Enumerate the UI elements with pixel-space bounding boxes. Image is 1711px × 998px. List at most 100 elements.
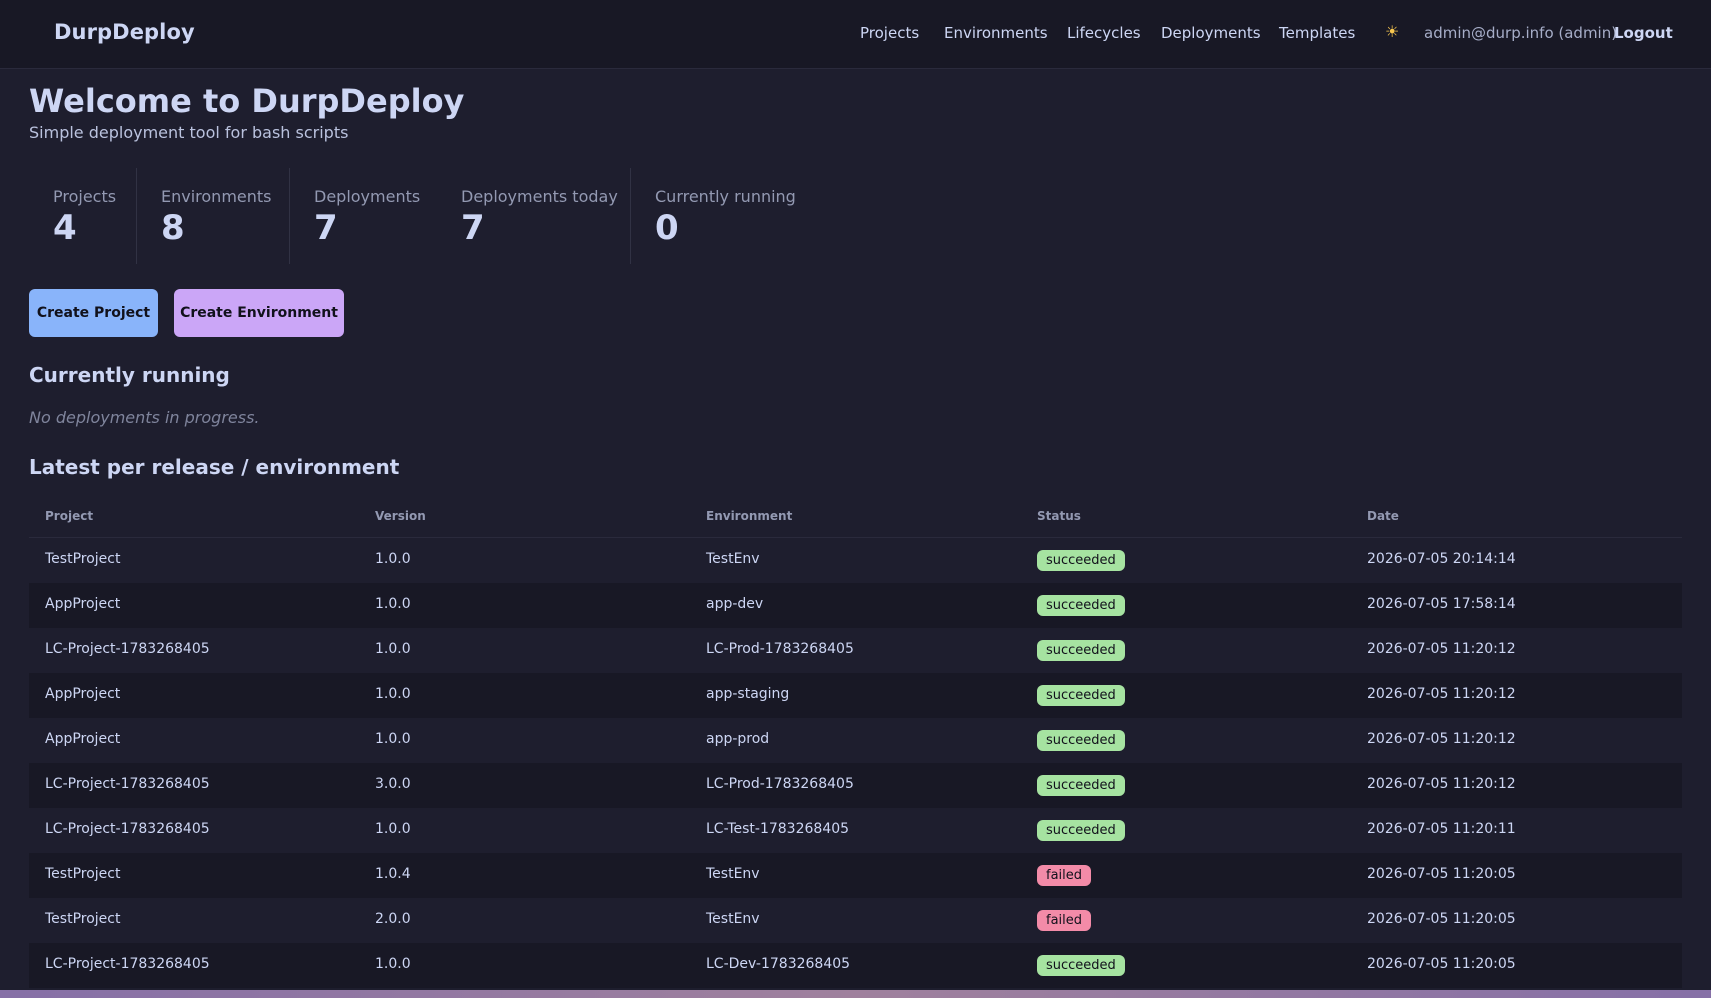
cell-date: 2026-07-05 20:14:14 xyxy=(1367,551,1516,567)
stat-label: Projects xyxy=(53,187,117,206)
table-row[interactable]: AppProject 1.0.0 app-dev succeeded 2026-07-0… xyxy=(29,583,1682,628)
column-header-status: Status xyxy=(1037,509,1081,523)
latest-deployments-heading: Latest per release / environment xyxy=(29,455,400,479)
status-badge: succeeded xyxy=(1037,775,1125,796)
column-header-version: Version xyxy=(375,509,426,523)
top-navbar: DurpDeploy Projects Environments Lifecyc… xyxy=(0,0,1711,69)
status-badge: succeeded xyxy=(1037,595,1125,616)
cell-date: 2026-07-05 11:20:05 xyxy=(1367,956,1516,972)
cell-version: 1.0.0 xyxy=(375,956,411,972)
cell-environment: TestEnv xyxy=(706,911,760,927)
table-row[interactable]: LC-Project-1783268405 3.0.0 LC-Prod-178326… xyxy=(29,763,1682,808)
cell-project: LC-Project-1783268405 xyxy=(45,776,210,792)
page-subtitle: Simple deployment tool for bash scripts xyxy=(29,123,349,142)
stat-value: 7 xyxy=(461,208,485,248)
table-row[interactable]: LC-Project-1783268405 1.0.0 LC-Test-178326… xyxy=(29,808,1682,853)
cell-date: 2026-07-05 11:20:12 xyxy=(1367,641,1516,657)
nav-item-projects[interactable]: Projects xyxy=(860,24,920,42)
table-row[interactable]: AppProject 1.0.0 app-staging succeeded 2026-… xyxy=(29,673,1682,718)
cell-environment: LC-Dev-1783268405 xyxy=(706,956,851,972)
brand-logo[interactable]: DurpDeploy xyxy=(54,20,195,44)
page-title: Welcome to DurpDeploy xyxy=(29,82,465,120)
cell-environment: app-staging xyxy=(706,686,790,702)
cell-project: LC-Project-1783268405 xyxy=(45,821,210,837)
cell-environment: app-dev xyxy=(706,596,764,612)
latest-deployments-table: Project Version Environment Status Date … xyxy=(29,494,1682,988)
stat-label: Deployments today xyxy=(461,187,618,206)
cell-version: 3.0.0 xyxy=(375,776,411,792)
status-badge: failed xyxy=(1037,865,1092,886)
cell-environment: app-prod xyxy=(706,731,770,747)
status-badge: succeeded xyxy=(1037,685,1125,706)
create-environment-button[interactable]: Create Environment xyxy=(174,289,344,337)
empty-running-note: No deployments in progress. xyxy=(29,408,260,427)
cell-version: 1.0.0 xyxy=(375,686,411,702)
cell-date: 2026-07-05 11:20:12 xyxy=(1367,686,1516,702)
stat-label: Deployments xyxy=(314,187,421,206)
cell-project: TestProject xyxy=(45,911,121,927)
stat-value: 8 xyxy=(161,208,185,248)
stats-panel: Projects 4 Environments 8 Deployments 7 … xyxy=(29,168,819,264)
table-row[interactable]: LC-Project-1783268405 1.0.0 LC-Prod-178326… xyxy=(29,628,1682,673)
cell-date: 2026-07-05 11:20:11 xyxy=(1367,821,1516,837)
stat-label: Currently running xyxy=(655,187,796,206)
cell-project: TestProject xyxy=(45,866,121,882)
cell-version: 2.0.0 xyxy=(375,911,411,927)
cell-project: AppProject xyxy=(45,731,121,747)
table-body: TestProject 1.0.0 TestEnv succeeded 2026-07-… xyxy=(29,538,1682,988)
table-row[interactable]: AppProject 1.0.0 app-prod succeeded 2026-07-… xyxy=(29,718,1682,763)
logout-link[interactable]: Logout xyxy=(1614,24,1673,42)
create-project-button[interactable]: Create Project xyxy=(29,289,158,337)
cell-date: 2026-07-05 11:20:05 xyxy=(1367,866,1516,882)
table-row[interactable]: TestProject 1.0.4 TestEnv failed 2026-07-05 … xyxy=(29,853,1682,898)
cell-environment: LC-Prod-1783268405 xyxy=(706,641,854,657)
cell-version: 1.0.0 xyxy=(375,596,411,612)
stat-label: Environments xyxy=(161,187,272,206)
table-row[interactable]: TestProject 2.0.0 TestEnv failed 2026-07-05 … xyxy=(29,898,1682,943)
cell-version: 1.0.0 xyxy=(375,821,411,837)
cell-environment: LC-Prod-1783268405 xyxy=(706,776,854,792)
table-row[interactable]: TestProject 1.0.0 TestEnv succeeded 2026-07-… xyxy=(29,538,1682,583)
cell-project: LC-Project-1783268405 xyxy=(45,956,210,972)
stat-projects: Projects 4 xyxy=(29,168,137,264)
cell-date: 2026-07-05 17:58:14 xyxy=(1367,596,1516,612)
stat-currently-running: Currently running 0 xyxy=(631,168,819,264)
cell-project: AppProject xyxy=(45,596,121,612)
nav-links: Projects Environments Lifecycles Deploym… xyxy=(0,24,1711,44)
stat-environments: Environments 8 xyxy=(137,168,290,264)
column-header-project: Project xyxy=(45,509,94,523)
nav-item-lifecycles[interactable]: Lifecycles xyxy=(1067,24,1141,42)
stat-value: 4 xyxy=(53,208,77,248)
status-badge: succeeded xyxy=(1037,730,1125,751)
cell-project: LC-Project-1783268405 xyxy=(45,641,210,657)
status-badge: failed xyxy=(1037,910,1092,931)
stat-value: 0 xyxy=(655,208,679,248)
bottom-strip xyxy=(0,990,1711,998)
stat-value: 7 xyxy=(314,208,338,248)
cell-version: 1.0.0 xyxy=(375,731,411,747)
nav-item-deployments[interactable]: Deployments xyxy=(1161,24,1261,42)
status-badge: succeeded xyxy=(1037,640,1125,661)
cell-date: 2026-07-05 11:20:12 xyxy=(1367,776,1516,792)
cell-project: TestProject xyxy=(45,551,121,567)
table-row[interactable]: LC-Project-1783268405 1.0.0 LC-Dev-1783268… xyxy=(29,943,1682,988)
sun-icon[interactable]: ☀ xyxy=(1385,24,1400,41)
nav-item-environments[interactable]: Environments xyxy=(944,24,1048,42)
nav-item-templates[interactable]: Templates xyxy=(1279,24,1356,42)
status-badge: succeeded xyxy=(1037,820,1125,841)
cell-environment: TestEnv xyxy=(706,551,760,567)
cell-environment: TestEnv xyxy=(706,866,760,882)
table-header: Project Version Environment Status Date xyxy=(29,494,1682,538)
cell-environment: LC-Test-1783268405 xyxy=(706,821,850,837)
status-badge: succeeded xyxy=(1037,955,1125,976)
stat-deployments: Deployments 7 xyxy=(290,168,437,264)
stat-deployments-today: Deployments today 7 xyxy=(437,168,631,264)
cell-project: AppProject xyxy=(45,686,121,702)
cell-date: 2026-07-05 11:20:12 xyxy=(1367,731,1516,747)
currently-running-heading: Currently running xyxy=(29,363,230,387)
cell-version: 1.0.4 xyxy=(375,866,411,882)
column-header-date: Date xyxy=(1367,509,1399,523)
cell-version: 1.0.0 xyxy=(375,551,411,567)
column-header-environment: Environment xyxy=(706,509,793,523)
cell-version: 1.0.0 xyxy=(375,641,411,657)
